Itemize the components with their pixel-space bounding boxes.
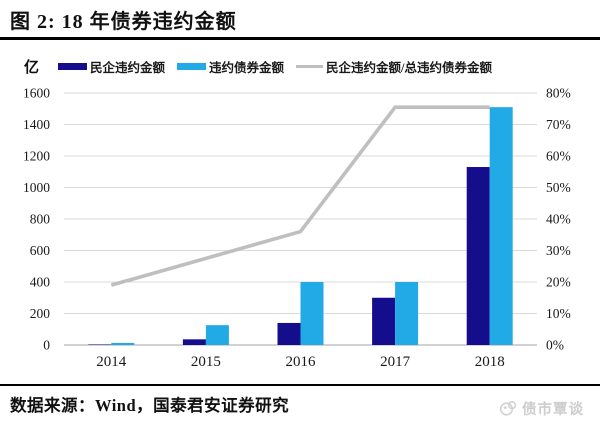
- right-axis-tick: 50%: [546, 180, 571, 195]
- bar-total-default-amount-2017: [395, 282, 419, 345]
- bar-line-chart: 0 200 400 600 800 1000 1200 1400 1600 0% 10% 20% 30%…: [23, 86, 571, 371]
- legend-swatch-ratio-line: [296, 64, 324, 69]
- left-axis-tick: 1000: [23, 180, 50, 195]
- x-axis-label-2018: 2018: [475, 354, 505, 370]
- right-axis-tick: 40%: [546, 212, 571, 227]
- x-axis-labels: 2014 2015 2016 2017 2018: [96, 354, 504, 370]
- watermark-logo-icon: [499, 400, 517, 416]
- bar-private-default-amount-2018: [466, 167, 490, 345]
- left-axis-tick: 200: [30, 306, 51, 321]
- bar-series-private-default-amount: [88, 167, 490, 345]
- left-axis-tick: 1600: [23, 86, 50, 101]
- legend-label: 民企违约金额/总违约债券金额: [326, 61, 493, 75]
- right-axis-tick: 30%: [546, 243, 571, 258]
- legend-item-ratio: 民企违约金额/总违约债券金额: [296, 57, 492, 76]
- watermark: 债市覃谈: [499, 398, 584, 419]
- x-axis-label-2017: 2017: [380, 354, 411, 370]
- right-axis-tick: 0%: [546, 338, 564, 353]
- gridlines: [64, 92, 537, 346]
- left-axis-tick: 800: [30, 212, 51, 227]
- x-axis-label-2015: 2015: [191, 354, 221, 370]
- left-axis-tick: 600: [30, 243, 51, 258]
- right-axis-tick-labels: 0% 10% 20% 30% 40% 50% 60% 70% 80%: [546, 86, 571, 353]
- legend-label: 违约债券金额: [209, 61, 285, 75]
- right-axis-tick: 20%: [546, 275, 571, 290]
- bar-total-default-amount-2016: [300, 282, 324, 345]
- legend-swatch-total-default: [177, 63, 207, 70]
- left-axis-tick: 1200: [23, 149, 50, 164]
- right-axis-tick: 70%: [546, 117, 571, 132]
- bar-total-default-amount-2018: [489, 107, 513, 345]
- bar-series-total-default-amount: [111, 107, 513, 345]
- left-axis-tick: 400: [30, 275, 51, 290]
- bar-private-default-amount-2015: [182, 339, 206, 345]
- right-axis-tick: 80%: [546, 86, 571, 101]
- x-axis-label-2016: 2016: [286, 354, 317, 370]
- bar-total-default-amount-2014: [111, 342, 135, 345]
- left-axis-unit-label: 亿: [24, 60, 40, 76]
- ratio-line: [110, 105, 490, 287]
- x-axis-label-2014: 2014: [96, 354, 127, 370]
- left-axis-tick-labels: 0 200 400 600 800 1000 1200 1400 1600: [23, 86, 50, 353]
- title-divider: [0, 37, 600, 40]
- page-title: 图 2: 18 年债券违约金额: [10, 11, 237, 33]
- right-axis-tick: 60%: [546, 149, 571, 164]
- watermark-text: 债市覃谈: [522, 402, 584, 418]
- bar-private-default-amount-2016: [277, 322, 301, 345]
- right-axis-tick: 10%: [546, 306, 571, 321]
- bar-private-default-amount-2017: [372, 297, 396, 345]
- data-source: 数据来源：Wind，国泰君安证券研究: [10, 396, 290, 415]
- legend-swatch-private-default: [58, 63, 88, 70]
- left-axis-tick: 1400: [23, 117, 50, 132]
- legend-label: 民企违约金额: [90, 61, 166, 75]
- chart-legend: 亿 民企违约金额 违约债券金额 民企违约金额/总违约债券金额: [24, 56, 492, 77]
- left-axis-tick: 0: [43, 338, 50, 353]
- footer-divider: [0, 384, 600, 386]
- bar-total-default-amount-2015: [205, 325, 229, 345]
- legend-item-private-default: 民企违约金额: [58, 57, 165, 76]
- legend-item-total-default: 违约债券金额: [177, 57, 284, 76]
